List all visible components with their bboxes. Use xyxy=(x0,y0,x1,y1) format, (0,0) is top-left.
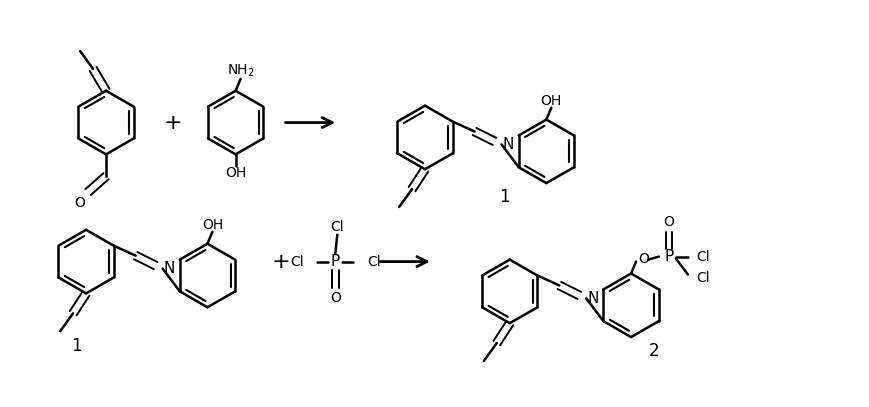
Text: P: P xyxy=(664,249,673,264)
Text: 1: 1 xyxy=(70,337,82,355)
Text: Cl: Cl xyxy=(695,249,709,264)
Text: N: N xyxy=(502,137,514,152)
Text: Cl: Cl xyxy=(695,271,709,285)
Text: NH$_2$: NH$_2$ xyxy=(227,62,254,79)
Text: OH: OH xyxy=(202,218,222,232)
Text: P: P xyxy=(330,254,340,269)
Text: N: N xyxy=(163,261,175,276)
Text: O: O xyxy=(75,196,85,210)
Text: +: + xyxy=(271,252,289,271)
Text: 1: 1 xyxy=(499,188,509,206)
Text: O: O xyxy=(663,215,673,229)
Text: OH: OH xyxy=(541,94,561,108)
Text: Cl: Cl xyxy=(289,255,303,269)
Text: Cl: Cl xyxy=(330,220,344,234)
Text: +: + xyxy=(163,113,182,133)
Text: OH: OH xyxy=(225,166,246,180)
Text: O: O xyxy=(329,291,341,305)
Text: O: O xyxy=(638,252,649,266)
Text: N: N xyxy=(587,291,598,306)
Text: Cl: Cl xyxy=(367,255,381,269)
Text: 2: 2 xyxy=(648,342,659,360)
